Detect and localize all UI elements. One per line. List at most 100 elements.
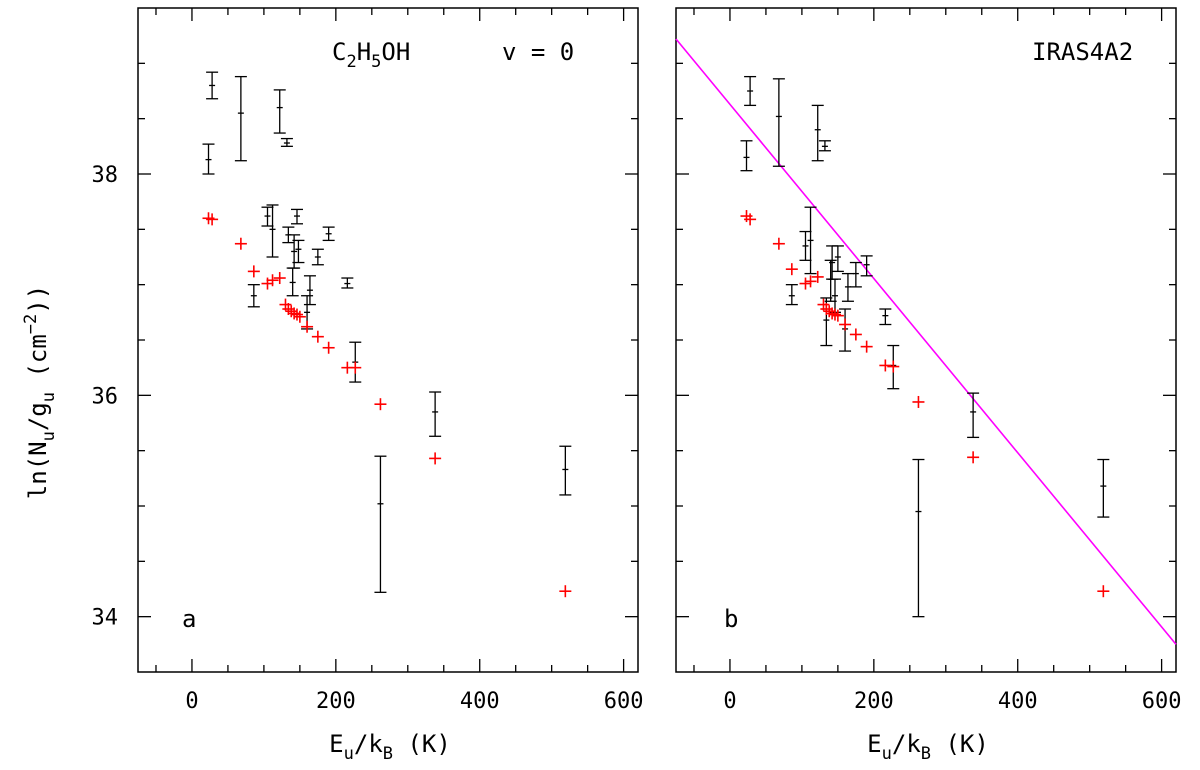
model-point — [266, 274, 279, 287]
model-point — [879, 359, 892, 372]
model-point — [349, 361, 362, 374]
panel-b-label: b — [724, 605, 738, 633]
x-tick-label: 0 — [185, 689, 198, 714]
model-point — [831, 309, 844, 322]
y-tick-label: 38 — [92, 163, 119, 188]
observed-point — [322, 226, 335, 242]
model-point — [1097, 585, 1110, 598]
model-point — [887, 360, 900, 373]
observed-point — [341, 277, 354, 289]
model-point — [785, 263, 798, 276]
model-point — [826, 307, 839, 320]
model-point — [839, 318, 852, 331]
observed-point — [912, 458, 925, 618]
model-point — [234, 237, 247, 250]
panel-b-ticks — [676, 8, 1176, 672]
model-point — [772, 237, 785, 250]
panel-b-tick-labels: 0 200 400 600 — [723, 689, 1181, 714]
observed-point — [247, 284, 260, 308]
x-tick-label: 400 — [460, 689, 500, 714]
panel-b-observed-series — [740, 75, 1110, 618]
observed-point — [804, 206, 817, 275]
model-point — [912, 395, 925, 408]
y-tick-label: 34 — [92, 606, 119, 631]
model-point — [828, 308, 841, 321]
model-point — [301, 320, 314, 333]
observed-point — [261, 206, 274, 227]
panel-a-tick-labels: 0 200 400 600 34 36 38 — [92, 163, 644, 714]
observed-point — [266, 204, 279, 258]
observed-point — [290, 208, 303, 225]
observed-point — [799, 230, 812, 261]
model-point — [311, 330, 324, 343]
model-point — [744, 213, 757, 226]
observed-point — [234, 75, 247, 162]
model-point — [967, 451, 980, 464]
panel-a-label: a — [182, 605, 196, 633]
observed-point — [374, 455, 387, 593]
observed-point — [273, 89, 286, 134]
model-point — [849, 328, 862, 341]
observed-point — [744, 75, 757, 107]
observed-point — [818, 140, 831, 152]
panel-a: 0 200 400 600 34 36 38 C2H5OH v = 0 a Eu/kB (K… — [92, 7, 644, 764]
observed-point — [831, 245, 844, 273]
panel-a-model-series — [202, 212, 572, 598]
observed-point — [559, 445, 572, 496]
model-point — [322, 341, 335, 354]
panel-b: 0 200 400 600 IRAS4A2 b Eu/kB (K) — [675, 7, 1181, 764]
x-tick-label: 600 — [1142, 689, 1182, 714]
model-point — [811, 270, 824, 283]
panel-a-title-state: v = 0 — [502, 38, 574, 66]
model-point — [290, 308, 303, 321]
x-tick-label: 0 — [723, 689, 736, 714]
panel-a-observed-series — [202, 71, 572, 593]
observed-point — [849, 261, 862, 288]
model-point — [429, 452, 442, 465]
observed-point — [785, 284, 798, 306]
model-point — [804, 275, 817, 288]
model-point — [799, 277, 812, 290]
panel-b-frame — [675, 7, 1177, 673]
observed-point — [879, 308, 892, 326]
observed-point — [286, 267, 299, 297]
y-label-sub-u: u — [39, 431, 59, 441]
panel-a-x-axis-label: Eu/kB (K) — [329, 730, 451, 764]
observed-point — [772, 78, 785, 167]
observed-point — [206, 71, 219, 100]
observed-point — [740, 140, 753, 172]
model-point — [273, 272, 286, 285]
panel-a-frame — [137, 7, 639, 673]
x-tick-label: 200 — [854, 689, 894, 714]
x-tick-label: 600 — [604, 689, 644, 714]
panel-a-ticks — [138, 8, 638, 672]
model-point — [285, 305, 298, 318]
panel-b-source-label: IRAS4A2 — [1032, 38, 1133, 66]
observed-point — [303, 275, 316, 306]
model-point — [374, 398, 387, 411]
observed-point — [311, 248, 324, 266]
panel-b-fit — [675, 38, 1177, 645]
model-point — [860, 340, 873, 353]
observed-point — [280, 137, 293, 147]
observed-point — [860, 255, 873, 277]
panel-b-model-series — [740, 210, 1110, 598]
observed-point — [1097, 458, 1110, 518]
fit-line — [675, 38, 1177, 645]
observed-point — [811, 104, 824, 162]
model-point — [293, 310, 306, 323]
model-point — [206, 213, 219, 226]
observed-point — [826, 245, 839, 280]
y-axis-label: ln(Nu/gu (cm−2)) — [21, 285, 59, 499]
model-point — [559, 585, 572, 598]
x-tick-label: 400 — [998, 689, 1038, 714]
observed-point — [202, 143, 215, 175]
x-tick-label: 200 — [316, 689, 356, 714]
y-tick-label: 36 — [92, 384, 119, 409]
model-point — [247, 265, 260, 278]
panel-a-title-molecule: C2H5OH — [332, 38, 410, 72]
observed-point — [967, 392, 980, 439]
observed-point — [292, 239, 305, 264]
model-point — [261, 277, 274, 290]
